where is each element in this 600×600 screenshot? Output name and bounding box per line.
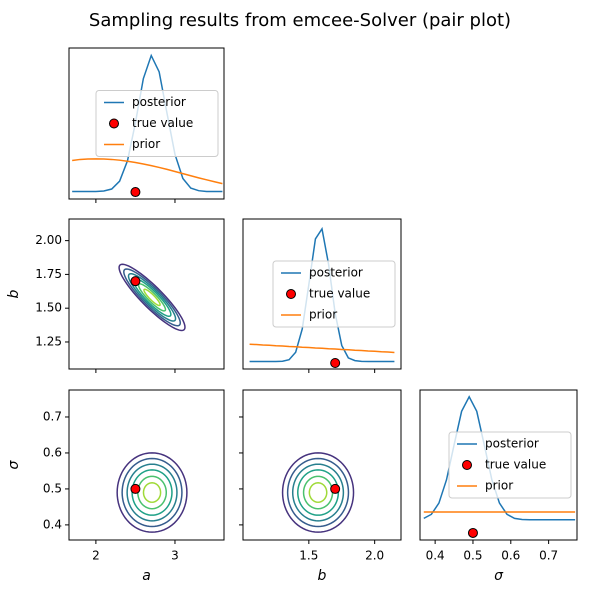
contour-line: [137, 475, 168, 510]
true-value-point: [330, 358, 341, 368]
x-axis-label: b: [318, 568, 327, 584]
legend-label: posterior: [132, 95, 186, 109]
y-tick-label: 1.25: [35, 334, 62, 348]
x-tick-label: 0.4: [426, 549, 445, 563]
legend-label: true value: [485, 458, 546, 472]
true-value-point: [330, 483, 341, 494]
y-axis-label: σ: [6, 459, 22, 469]
contour-line: [297, 469, 340, 516]
contour-line: [121, 457, 183, 528]
panel: [281, 452, 355, 533]
true-value-point: [467, 527, 478, 538]
panel: [118, 263, 186, 332]
x-tick-label: 0.5: [463, 549, 482, 563]
legend-box: [448, 431, 572, 499]
contour-line: [286, 457, 350, 528]
axes-frame: [242, 218, 402, 370]
x-tick-label: 3: [171, 549, 179, 563]
x-axis-label: a: [142, 568, 151, 584]
y-tick-label: 1.50: [35, 301, 62, 315]
contour-line: [281, 452, 355, 533]
y-tick-label: 0.5: [43, 481, 62, 495]
contour-line: [291, 463, 345, 522]
panel: [249, 226, 395, 363]
y-tick-label: 0.6: [43, 445, 62, 459]
true-value-point: [130, 276, 141, 287]
contour-line: [118, 263, 186, 332]
x-axis-label: σ: [494, 568, 504, 584]
legend-marker: [462, 460, 472, 470]
contour-line: [116, 452, 188, 533]
axes-frame: [68, 389, 225, 541]
true-value-point: [130, 187, 141, 198]
contour-line: [308, 482, 328, 503]
x-tick-label: 2: [92, 549, 100, 563]
x-tick-label: 0.7: [539, 549, 558, 563]
y-tick-label: 0.7: [43, 409, 62, 423]
figure-title: Sampling results from emcee-Solver (pair…: [89, 10, 511, 31]
legend-label: posterior: [485, 437, 539, 451]
contour-line: [143, 288, 161, 307]
y-tick-label: 0.4: [43, 517, 62, 531]
legend-label: true value: [132, 116, 193, 130]
y-tick-label: 1.75: [35, 267, 62, 281]
prior-line: [249, 343, 395, 354]
legend-label: true value: [309, 287, 370, 301]
panel: [72, 53, 223, 193]
legend-box: [272, 260, 396, 328]
axes-frame: [242, 389, 402, 541]
contour-line: [302, 475, 334, 510]
contour-line: [142, 482, 162, 503]
x-tick-label: 1.5: [299, 549, 318, 563]
prior-line: [72, 158, 223, 185]
panel: [116, 452, 188, 533]
x-tick-label: 2.0: [365, 549, 384, 563]
contour-line: [127, 272, 177, 322]
y-tick-label: 2.00: [35, 233, 62, 247]
x-tick-label: 0.6: [501, 549, 520, 563]
contour-line: [126, 463, 178, 522]
legend-label: posterior: [309, 266, 363, 280]
contour-line: [137, 283, 167, 312]
legend-label: prior: [132, 137, 160, 151]
true-value-point: [130, 483, 141, 494]
contour-line: [123, 268, 182, 327]
legend-label: prior: [485, 479, 513, 493]
posterior-line: [249, 226, 395, 363]
axes-frame: [68, 47, 225, 200]
legend-marker: [286, 289, 296, 299]
axes-frame: [419, 389, 578, 541]
legend-marker: [109, 118, 119, 129]
axes-frame: [68, 218, 225, 370]
legend-label: prior: [309, 308, 337, 322]
y-axis-label: b: [6, 289, 22, 298]
posterior-line: [72, 53, 223, 193]
legend-box: [95, 90, 219, 157]
